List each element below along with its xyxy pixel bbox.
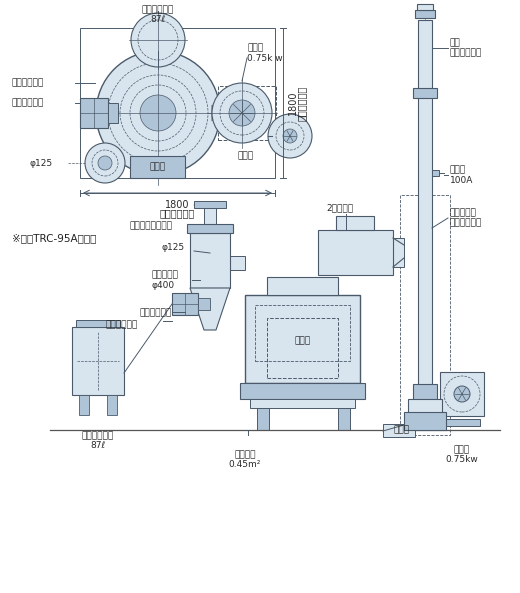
Text: 灰出口: 灰出口 xyxy=(393,426,409,435)
Circle shape xyxy=(229,100,255,126)
Bar xyxy=(415,10,435,18)
Text: 二重扉: 二重扉 xyxy=(149,162,165,171)
Bar xyxy=(194,201,226,208)
Bar xyxy=(257,408,269,430)
Text: 1800: 1800 xyxy=(288,91,298,115)
Bar xyxy=(267,277,338,295)
Text: （基礎寸法）: （基礎寸法） xyxy=(297,85,307,120)
Bar xyxy=(383,424,415,437)
Bar xyxy=(255,305,350,361)
Text: 二重扉: 二重扉 xyxy=(294,336,310,346)
Bar xyxy=(230,256,245,270)
Bar xyxy=(338,408,350,430)
Circle shape xyxy=(283,129,297,143)
Text: φ125: φ125 xyxy=(162,244,185,253)
Bar xyxy=(240,383,365,399)
Bar xyxy=(204,202,216,224)
Bar xyxy=(245,295,360,383)
Bar xyxy=(172,293,198,315)
Bar xyxy=(190,233,230,288)
Bar xyxy=(218,86,276,140)
Text: 煤塵集塵機
アルマー加工: 煤塵集塵機 アルマー加工 xyxy=(450,208,482,228)
Bar xyxy=(408,399,442,415)
Text: （基礎寸法）: （基礎寸法） xyxy=(159,208,194,218)
Text: ファン
0.75k w: ファン 0.75k w xyxy=(247,43,283,63)
Bar xyxy=(432,170,439,176)
Bar xyxy=(107,395,117,415)
Text: 煙突
アルマー加工: 煙突 アルマー加工 xyxy=(450,39,482,58)
Circle shape xyxy=(96,51,220,175)
Text: 助燃バーナー: 助燃バーナー xyxy=(105,320,137,330)
Bar xyxy=(413,88,437,98)
Text: サイクロン
φ400: サイクロン φ400 xyxy=(152,270,179,290)
Bar xyxy=(418,20,432,385)
Text: 2次燃焼室: 2次燃焼室 xyxy=(326,203,353,212)
Text: φ125: φ125 xyxy=(30,158,53,167)
Bar xyxy=(76,320,120,327)
Circle shape xyxy=(212,83,272,143)
Circle shape xyxy=(454,386,470,402)
Bar xyxy=(404,412,446,430)
Text: 灰出口: 灰出口 xyxy=(238,151,254,161)
Bar xyxy=(80,28,275,178)
Circle shape xyxy=(268,114,312,158)
Bar xyxy=(318,230,393,275)
Text: ファン
0.75kw: ファン 0.75kw xyxy=(446,445,478,464)
Text: 温度センサー: 温度センサー xyxy=(140,308,172,317)
Bar xyxy=(413,384,437,400)
Circle shape xyxy=(140,95,176,131)
Text: 1800: 1800 xyxy=(165,200,189,210)
Bar xyxy=(444,419,480,426)
Bar xyxy=(267,318,338,378)
Bar xyxy=(250,399,355,408)
Bar xyxy=(400,195,450,435)
Bar xyxy=(79,395,89,415)
Polygon shape xyxy=(190,288,230,330)
Polygon shape xyxy=(212,98,220,128)
Bar xyxy=(80,98,108,128)
Circle shape xyxy=(131,13,185,67)
Text: 測定口
100A: 測定口 100A xyxy=(450,165,473,184)
Bar xyxy=(72,327,124,395)
Text: オイルタンク
87ℓ: オイルタンク 87ℓ xyxy=(82,431,114,451)
Bar xyxy=(393,238,404,267)
Bar xyxy=(417,4,433,10)
Text: ※図はTRC-95Aです。: ※図はTRC-95Aです。 xyxy=(12,233,96,243)
Text: 温度センサー: 温度センサー xyxy=(12,78,44,88)
Bar xyxy=(187,224,233,233)
Text: 火床面積
0.45m²: 火床面積 0.45m² xyxy=(229,450,261,470)
Bar xyxy=(198,298,210,310)
Text: 風量調整ダンパー: 風量調整ダンパー xyxy=(130,222,173,231)
Circle shape xyxy=(85,143,125,183)
Text: オイルタンク
87ℓ: オイルタンク 87ℓ xyxy=(142,5,174,24)
Circle shape xyxy=(98,156,112,170)
Bar xyxy=(130,156,185,178)
Bar xyxy=(336,216,374,230)
Text: 助燃バーナー: 助燃バーナー xyxy=(12,98,44,107)
Bar xyxy=(440,372,484,416)
Bar xyxy=(108,103,118,123)
